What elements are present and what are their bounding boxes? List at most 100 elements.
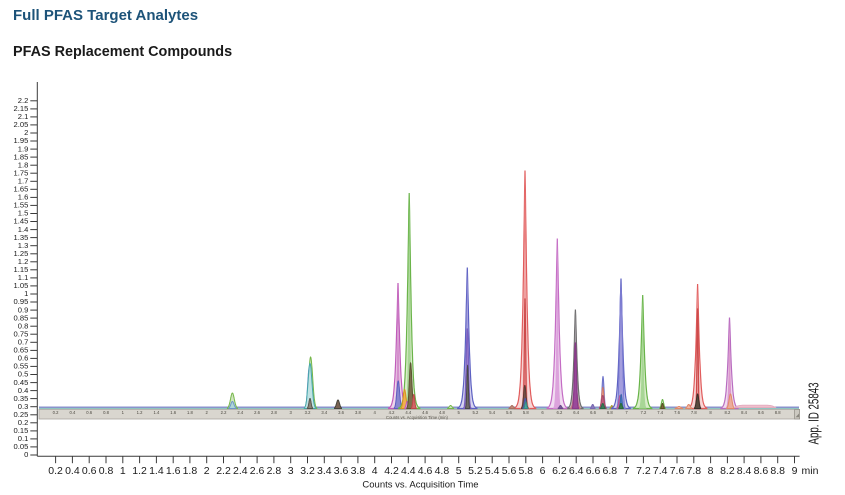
svg-text:1.9: 1.9 [18,144,29,153]
svg-text:2: 2 [204,465,210,477]
svg-text:1.1: 1.1 [18,273,29,282]
svg-text:2.8: 2.8 [267,465,282,477]
svg-text:5.4: 5.4 [489,410,495,415]
svg-text:0.55: 0.55 [14,362,29,371]
svg-text:8.2: 8.2 [720,465,735,477]
svg-text:0.8: 0.8 [99,465,114,477]
svg-text:5.4: 5.4 [485,465,500,477]
svg-text:7.2: 7.2 [636,465,651,477]
svg-text:3: 3 [288,465,294,477]
svg-text:min: min [802,465,819,477]
svg-text:1.95: 1.95 [14,136,29,145]
svg-text:3.4: 3.4 [317,465,332,477]
svg-text:6.6: 6.6 [586,465,601,477]
svg-text:2.8: 2.8 [271,410,277,415]
svg-text:0.05: 0.05 [14,442,29,451]
svg-text:1.45: 1.45 [14,217,29,226]
svg-text:1: 1 [120,465,126,477]
svg-text:3.8: 3.8 [351,465,366,477]
svg-text:0.35: 0.35 [14,394,29,403]
svg-text:8: 8 [708,465,714,477]
svg-text:3.6: 3.6 [338,410,344,415]
svg-text:0: 0 [24,450,28,459]
svg-text:1.4: 1.4 [18,225,29,234]
svg-text:0.75: 0.75 [14,329,29,338]
svg-text:7: 7 [624,465,630,477]
svg-text:8.8: 8.8 [775,410,781,415]
svg-text:0.4: 0.4 [69,410,75,415]
svg-text:7.6: 7.6 [674,410,680,415]
svg-text:1.05: 1.05 [14,281,29,290]
svg-text:6.2: 6.2 [552,465,567,477]
svg-text:3.8: 3.8 [355,410,361,415]
svg-text:7: 7 [625,410,628,415]
svg-text:5: 5 [458,410,461,415]
svg-text:1.25: 1.25 [14,249,29,258]
svg-text:6: 6 [541,410,544,415]
svg-text:0.2: 0.2 [48,465,63,477]
svg-text:0.6: 0.6 [82,465,97,477]
svg-text:0.1: 0.1 [18,434,29,443]
svg-text:0.4: 0.4 [65,465,80,477]
svg-text:0.3: 0.3 [18,402,29,411]
svg-text:2.4: 2.4 [237,410,243,415]
svg-text:1.2: 1.2 [132,465,147,477]
svg-text:3.2: 3.2 [300,465,315,477]
svg-text:2.15: 2.15 [14,104,29,113]
svg-text:0.2: 0.2 [18,418,29,427]
svg-text:2.6: 2.6 [250,465,265,477]
svg-text:4.2: 4.2 [384,465,399,477]
svg-text:1.8: 1.8 [183,465,198,477]
svg-text:1.35: 1.35 [14,233,29,242]
svg-text:7.4: 7.4 [657,410,663,415]
svg-text:2.2: 2.2 [216,465,231,477]
svg-text:1.65: 1.65 [14,185,29,194]
svg-text:5.2: 5.2 [472,410,478,415]
svg-text:8.4: 8.4 [741,410,747,415]
svg-text:0.9: 0.9 [18,305,29,314]
svg-text:2.4: 2.4 [233,465,248,477]
svg-text:2.6: 2.6 [254,410,260,415]
svg-text:0.8: 0.8 [103,410,109,415]
svg-text:4.6: 4.6 [422,410,428,415]
svg-text:6.4: 6.4 [569,465,584,477]
svg-text:4.4: 4.4 [405,410,411,415]
svg-text:1.8: 1.8 [187,410,193,415]
svg-text:6.6: 6.6 [590,410,596,415]
svg-text:5: 5 [456,465,462,477]
svg-text:4.8: 4.8 [439,410,445,415]
svg-text:4.6: 4.6 [418,465,433,477]
svg-text:8: 8 [709,410,712,415]
svg-text:3.4: 3.4 [321,410,327,415]
svg-text:7.6: 7.6 [670,465,685,477]
svg-text:3: 3 [290,410,293,415]
svg-text:8.2: 8.2 [724,410,730,415]
svg-text:0.45: 0.45 [14,378,29,387]
svg-text:App. ID 25843: App. ID 25843 [806,383,823,445]
svg-text:1.2: 1.2 [137,410,143,415]
svg-text:0.2: 0.2 [53,410,59,415]
svg-text:2.1: 2.1 [18,112,29,121]
svg-text:7.4: 7.4 [653,465,668,477]
svg-text:0.6: 0.6 [18,354,29,363]
svg-text:1.85: 1.85 [14,152,29,161]
svg-text:1.4: 1.4 [153,410,159,415]
svg-text:Counts vs. Acquisition Time: Counts vs. Acquisition Time [362,480,478,491]
svg-text:1.4: 1.4 [149,465,164,477]
svg-text:5.8: 5.8 [523,410,529,415]
svg-text:Counts vs. Acquisition Time (m: Counts vs. Acquisition Time (min) [386,415,449,420]
svg-text:1.8: 1.8 [18,160,29,169]
svg-text:1.2: 1.2 [18,257,29,266]
svg-text:2: 2 [206,410,209,415]
svg-text:4.4: 4.4 [401,465,416,477]
svg-text:5.6: 5.6 [506,410,512,415]
svg-text:7.2: 7.2 [640,410,646,415]
svg-text:8.4: 8.4 [737,465,752,477]
svg-text:1.7: 1.7 [18,177,29,186]
svg-text:8.6: 8.6 [758,410,764,415]
svg-text:4.2: 4.2 [389,410,395,415]
svg-text:9: 9 [792,465,798,477]
svg-text:2.05: 2.05 [14,120,29,129]
svg-text:3.2: 3.2 [305,410,311,415]
svg-text:3.6: 3.6 [334,465,349,477]
